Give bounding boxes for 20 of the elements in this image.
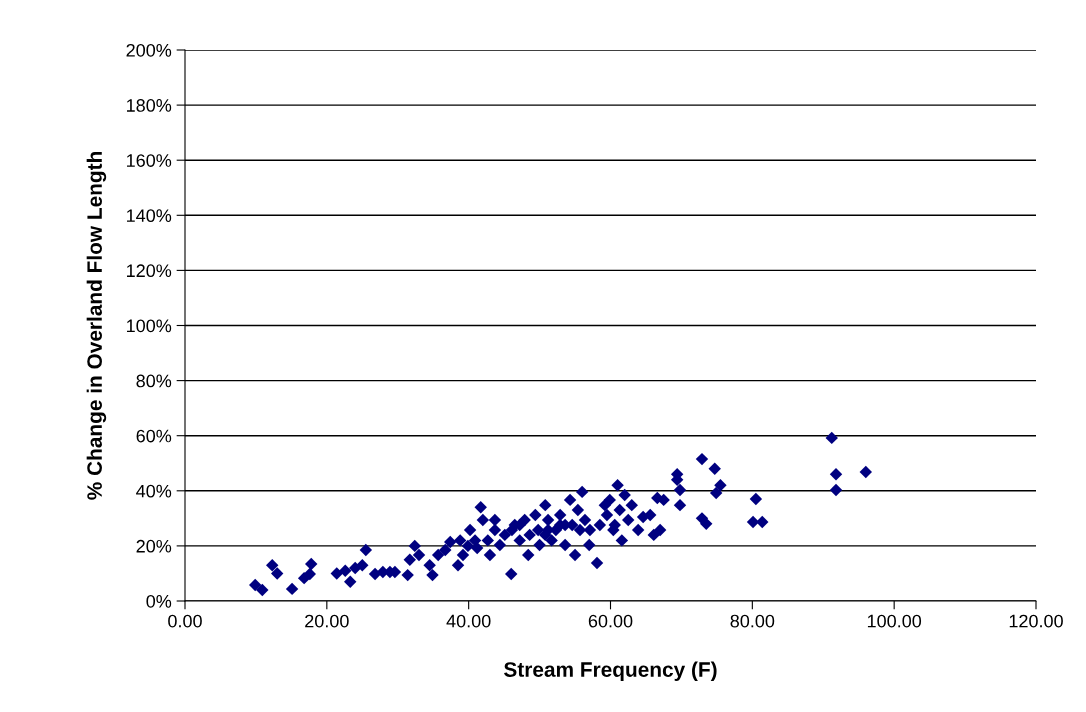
- x-tick-label: 20.00: [305, 614, 349, 628]
- y-tick-label: 160%: [127, 154, 172, 167]
- y-axis-title: % Change in Overland Flow Length: [86, 152, 107, 500]
- y-tick-label: 20%: [136, 539, 172, 553]
- x-axis-title: Stream Frequency (F): [504, 661, 717, 681]
- y-tick-label: 0%: [146, 594, 172, 608]
- y-tick-label: 180%: [127, 99, 172, 112]
- y-tick-label: 60%: [136, 429, 172, 443]
- y-tick-label: 200%: [126, 43, 172, 57]
- y-tick-label: 100%: [127, 319, 172, 333]
- x-tick-label: 80.00: [730, 614, 775, 628]
- y-tick-label: 120%: [127, 264, 172, 278]
- y-tick-label: 40%: [136, 484, 172, 498]
- x-tick-label: 60.00: [588, 614, 633, 628]
- y-tick-label: 80%: [136, 374, 172, 388]
- x-tick-label: 120.00: [1009, 614, 1063, 628]
- x-tick-label: 0.00: [168, 614, 202, 628]
- x-tick-label: 40.00: [446, 614, 491, 628]
- x-tick-label: 100.00: [867, 614, 922, 628]
- y-tick-label: 140%: [127, 209, 172, 223]
